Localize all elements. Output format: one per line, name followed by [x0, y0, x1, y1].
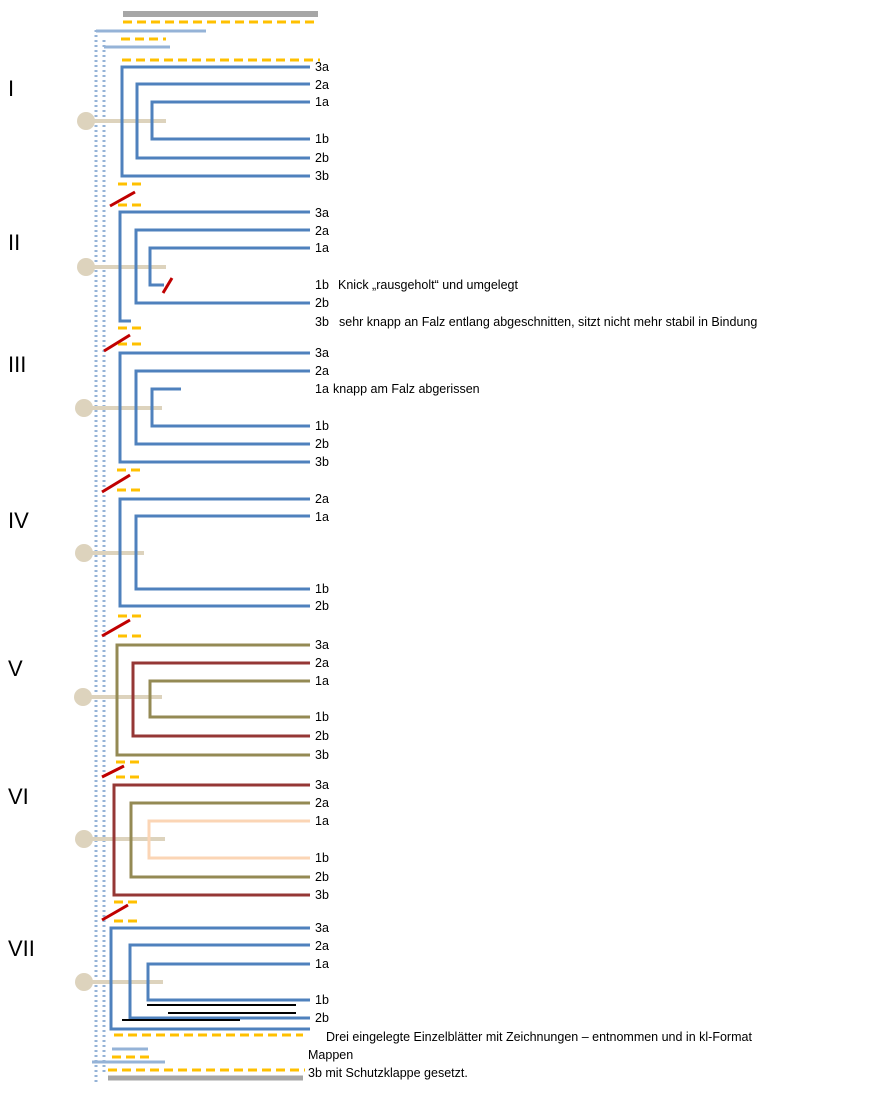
gathering-numeral: I: [8, 76, 14, 101]
closing-note: 3b mit Schutzklappe gesetzt.: [308, 1066, 468, 1080]
leaf-label: 1b: [315, 851, 329, 865]
bifolium-1: [150, 100, 310, 141]
bifolium-1-folded: [148, 246, 310, 287]
leaf-label: 2a: [315, 224, 329, 238]
leaf-label: 2a: [315, 939, 329, 953]
cut-mark: [101, 618, 131, 638]
bifolium-3: [120, 65, 310, 178]
leaf-label: 1a: [315, 674, 329, 688]
gathering-numerals: I II III IV V VI VII: [8, 76, 35, 961]
cut-mark: [101, 903, 129, 922]
leaf-label: 1a: [315, 510, 329, 524]
leaf-note: Knick „rausgeholt“ und umgelegt: [338, 278, 518, 292]
leaf-label: 3a: [315, 60, 329, 74]
end-notes: Drei eingelegte Einzelblätter mit Zeichn…: [308, 1030, 752, 1080]
bifolium-3: [112, 783, 310, 897]
leaf-label: 3b: [315, 169, 329, 183]
bifolium-2: [135, 82, 310, 160]
gathering-numeral: VII: [8, 936, 35, 961]
inserted-single-leaves: [122, 1004, 296, 1021]
leaf-label: 1a: [315, 95, 329, 109]
leaf-label: 2a: [315, 656, 329, 670]
leaf-label: 3b: [315, 748, 329, 762]
separators: [101, 182, 174, 923]
leaf-label: 3a: [315, 638, 329, 652]
bifolium-1: [147, 819, 310, 860]
bifolia: [109, 65, 310, 1031]
leaf-label: 1b: [315, 710, 329, 724]
leaf-label: 2b: [315, 151, 329, 165]
sewing-knot: [74, 688, 92, 706]
cut-mark: [109, 190, 136, 208]
bifolium-1: [148, 679, 310, 719]
leaf-label: 2b: [315, 729, 329, 743]
sewing-knot: [75, 544, 93, 562]
leaf-label: 3a: [315, 778, 329, 792]
leaf-label: 2b: [315, 437, 329, 451]
leaf-label: 3b: [315, 888, 329, 902]
bifolium-2: [134, 228, 310, 305]
bifolium-2: [134, 369, 310, 446]
mappen-note: Mappen: [308, 1048, 353, 1062]
insert-note: Drei eingelegte Einzelblätter mit Zeichn…: [326, 1030, 752, 1044]
leaf-label: 3a: [315, 206, 329, 220]
sewing-knot: [75, 973, 93, 991]
gathering-numeral: VI: [8, 784, 29, 809]
sewing-knot: [75, 830, 93, 848]
bifolium-2: [131, 661, 310, 738]
sewing-knot: [77, 112, 95, 130]
leaf-labels: 3a 2a 1a 1b 2b 3b 3a 2a 1a 1b Knick „rau…: [315, 60, 757, 1025]
bifolium-1: [134, 514, 310, 591]
leaf-label: 3a: [315, 921, 329, 935]
leaf-label: 1b: [315, 419, 329, 433]
cut-mark: [103, 333, 131, 353]
gathering-numeral: V: [8, 656, 23, 681]
bifolium-3: [118, 351, 310, 464]
leaf-label: 3b: [315, 315, 329, 329]
bifolium-3: [118, 210, 310, 323]
leaf-label: 2b: [315, 1011, 329, 1025]
leaf-label: 1a: [315, 814, 329, 828]
leaf-label: 1b: [315, 132, 329, 146]
leaf-label: 2b: [315, 870, 329, 884]
leaf-label: 1a: [315, 241, 329, 255]
binding-frame: [92, 11, 320, 1082]
cut-mark: [101, 473, 131, 494]
bifolium-3: [115, 643, 310, 757]
bifolium-2: [128, 943, 310, 1020]
leaf-note: knapp am Falz abgerissen: [333, 382, 480, 396]
bifolium-2: [118, 497, 310, 608]
leaf-label: 2a: [315, 364, 329, 378]
gathering-numeral: IV: [8, 508, 29, 533]
leaf-label: 2a: [315, 492, 329, 506]
sewing-knot: [75, 399, 93, 417]
leaf-note: sehr knapp an Falz entlang abgeschnitten…: [339, 315, 757, 329]
sewing-knot: [77, 258, 95, 276]
gathering-numeral: III: [8, 352, 26, 377]
leaf-label: 1a: [315, 382, 329, 396]
bifolium-2: [129, 801, 310, 879]
cut-mark: [101, 764, 125, 779]
leaf-label: 2b: [315, 599, 329, 613]
leaf-label: 3a: [315, 346, 329, 360]
bifolium-1-torn: [150, 387, 310, 428]
leaf-label: 2a: [315, 78, 329, 92]
bifolium-3: [109, 926, 310, 1031]
leaf-label: 1b: [315, 582, 329, 596]
leaf-label: 1a: [315, 957, 329, 971]
leaf-label: 3b: [315, 455, 329, 469]
leaf-label: 1b: [315, 993, 329, 1007]
bifolium-1: [146, 962, 310, 1002]
cut-mark-folded-knick: [161, 277, 174, 294]
leaf-label: 1b: [315, 278, 329, 292]
leaf-label: 2b: [315, 296, 329, 310]
gathering-numeral: II: [8, 230, 20, 255]
leaf-label: 2a: [315, 796, 329, 810]
